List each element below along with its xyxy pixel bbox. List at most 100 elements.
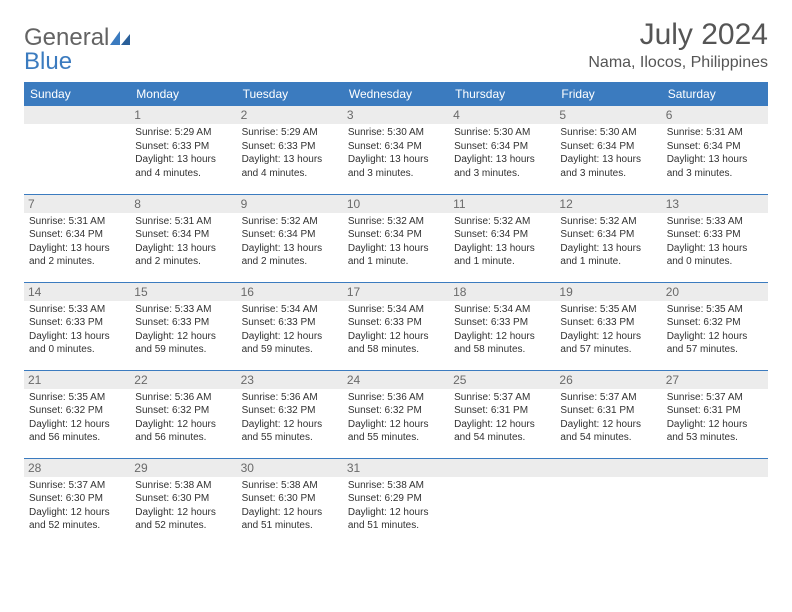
daylight-text: Daylight: 12 hours and 58 minutes.: [348, 330, 444, 357]
sunrise-text: Sunrise: 5:36 AM: [242, 391, 338, 405]
day-info: Sunrise: 5:31 AMSunset: 6:34 PMDaylight:…: [667, 126, 763, 180]
sunset-text: Sunset: 6:33 PM: [29, 316, 125, 330]
day-info: Sunrise: 5:33 AMSunset: 6:33 PMDaylight:…: [135, 303, 231, 357]
day-info: Sunrise: 5:38 AMSunset: 6:29 PMDaylight:…: [348, 479, 444, 533]
sunset-text: Sunset: 6:34 PM: [242, 228, 338, 242]
day-cell: 24Sunrise: 5:36 AMSunset: 6:32 PMDayligh…: [343, 370, 449, 458]
day-cell: 3 Sunrise: 5:30 AMSunset: 6:34 PMDaylight…: [343, 106, 449, 194]
sunset-text: Sunset: 6:32 PM: [348, 404, 444, 418]
day-info: Sunrise: 5:36 AMSunset: 6:32 PMDaylight:…: [348, 391, 444, 445]
weekday-saturday: Saturday: [662, 82, 768, 106]
sunset-text: Sunset: 6:31 PM: [560, 404, 656, 418]
sunset-text: Sunset: 6:31 PM: [454, 404, 550, 418]
sunset-text: Sunset: 6:32 PM: [135, 404, 231, 418]
month-title: July 2024: [588, 18, 768, 52]
sunrise-text: Sunrise: 5:32 AM: [348, 215, 444, 229]
day-number: 3: [343, 106, 449, 124]
day-cell: 23 Sunrise: 5:36 AMSunset: 6:32 PMDayligh…: [237, 370, 343, 458]
day-number: 22: [130, 371, 236, 389]
daylight-text: Daylight: 12 hours and 51 minutes.: [348, 506, 444, 533]
daylight-text: Daylight: 12 hours and 54 minutes.: [454, 418, 550, 445]
day-info: Sunrise: 5:32 AMSunset: 6:34 PMDaylight:…: [348, 215, 444, 269]
day-number: 31: [343, 459, 449, 477]
daylight-text: Daylight: 13 hours and 3 minutes.: [348, 153, 444, 180]
day-info: Sunrise: 5:36 AMSunset: 6:32 PMDaylight:…: [242, 391, 338, 445]
sunset-text: Sunset: 6:33 PM: [667, 228, 763, 242]
empty-cell: .: [662, 458, 768, 546]
sunrise-text: Sunrise: 5:33 AM: [135, 303, 231, 317]
day-info: Sunrise: 5:37 AMSunset: 6:31 PMDaylight:…: [454, 391, 550, 445]
day-number: 5: [555, 106, 661, 124]
calendar-page: GeneralBlue July 2024 Nama, Ilocos, Phil…: [0, 0, 792, 564]
sunrise-text: Sunrise: 5:34 AM: [454, 303, 550, 317]
weekday-row: SundayMondayTuesdayWednesdayThursdayFrid…: [24, 82, 768, 106]
week-row: .1Sunrise: 5:29 AMSunset: 6:33 PMDayligh…: [24, 106, 768, 194]
sunrise-text: Sunrise: 5:29 AM: [242, 126, 338, 140]
daylight-text: Daylight: 13 hours and 4 minutes.: [135, 153, 231, 180]
day-cell: 28Sunrise: 5:37 AMSunset: 6:30 PMDayligh…: [24, 458, 130, 546]
day-number: 23: [237, 371, 343, 389]
day-cell: 4Sunrise: 5:30 AMSunset: 6:34 PMDaylight…: [449, 106, 555, 194]
sunrise-text: Sunrise: 5:30 AM: [560, 126, 656, 140]
sunrise-text: Sunrise: 5:32 AM: [560, 215, 656, 229]
daylight-text: Daylight: 12 hours and 52 minutes.: [135, 506, 231, 533]
day-cell: 6 Sunrise: 5:31 AMSunset: 6:34 PMDaylight…: [662, 106, 768, 194]
day-number: 8: [130, 195, 236, 213]
sunrise-text: Sunrise: 5:35 AM: [560, 303, 656, 317]
day-number: 20: [662, 283, 768, 301]
sunrise-text: Sunrise: 5:37 AM: [454, 391, 550, 405]
sunrise-text: Sunrise: 5:36 AM: [348, 391, 444, 405]
day-cell: 9Sunrise: 5:32 AMSunset: 6:34 PMDaylight…: [237, 194, 343, 282]
day-cell: 13Sunrise: 5:33 AMSunset: 6:33 PMDayligh…: [662, 194, 768, 282]
day-info: Sunrise: 5:35 AMSunset: 6:32 PMDaylight:…: [29, 391, 125, 445]
day-number: 15: [130, 283, 236, 301]
week-row: 14Sunrise: 5:33 AMSunset: 6:33 PMDayligh…: [24, 282, 768, 370]
sunrise-text: Sunrise: 5:37 AM: [29, 479, 125, 493]
day-info: Sunrise: 5:37 AMSunset: 6:31 PMDaylight:…: [560, 391, 656, 445]
daylight-text: Daylight: 12 hours and 53 minutes.: [667, 418, 763, 445]
sunset-text: Sunset: 6:33 PM: [242, 316, 338, 330]
sunset-text: Sunset: 6:33 PM: [135, 316, 231, 330]
sunset-text: Sunset: 6:34 PM: [29, 228, 125, 242]
sunrise-text: Sunrise: 5:35 AM: [667, 303, 763, 317]
empty-cell: .: [449, 458, 555, 546]
daylight-text: Daylight: 12 hours and 54 minutes.: [560, 418, 656, 445]
day-number: .: [555, 459, 661, 477]
sunrise-text: Sunrise: 5:37 AM: [667, 391, 763, 405]
day-cell: 15 Sunrise: 5:33 AMSunset: 6:33 PMDayligh…: [130, 282, 236, 370]
day-info: Sunrise: 5:32 AMSunset: 6:34 PMDaylight:…: [560, 215, 656, 269]
day-cell: 2Sunrise: 5:29 AMSunset: 6:33 PMDaylight…: [237, 106, 343, 194]
day-cell: 25 Sunrise: 5:37 AMSunset: 6:31 PMDayligh…: [449, 370, 555, 458]
day-number: 25: [449, 371, 555, 389]
day-number: 16: [237, 283, 343, 301]
daylight-text: Daylight: 12 hours and 52 minutes.: [29, 506, 125, 533]
day-number: 28: [24, 459, 130, 477]
day-info: Sunrise: 5:34 AMSunset: 6:33 PMDaylight:…: [348, 303, 444, 357]
day-cell: 26Sunrise: 5:37 AMSunset: 6:31 PMDayligh…: [555, 370, 661, 458]
day-cell: 5Sunrise: 5:30 AMSunset: 6:34 PMDaylight…: [555, 106, 661, 194]
day-number: 18: [449, 283, 555, 301]
calendar-body: .1Sunrise: 5:29 AMSunset: 6:33 PMDayligh…: [24, 106, 768, 546]
day-number: 21: [24, 371, 130, 389]
logo: GeneralBlue: [24, 18, 130, 76]
sunrise-text: Sunrise: 5:31 AM: [29, 215, 125, 229]
sunset-text: Sunset: 6:33 PM: [348, 316, 444, 330]
day-info: Sunrise: 5:30 AMSunset: 6:34 PMDaylight:…: [454, 126, 550, 180]
daylight-text: Daylight: 12 hours and 56 minutes.: [135, 418, 231, 445]
day-info: Sunrise: 5:29 AMSunset: 6:33 PMDaylight:…: [242, 126, 338, 180]
day-cell: 22Sunrise: 5:36 AMSunset: 6:32 PMDayligh…: [130, 370, 236, 458]
daylight-text: Daylight: 13 hours and 3 minutes.: [667, 153, 763, 180]
sunset-text: Sunset: 6:33 PM: [454, 316, 550, 330]
day-number: 6: [662, 106, 768, 124]
day-info: Sunrise: 5:30 AMSunset: 6:34 PMDaylight:…: [348, 126, 444, 180]
day-number: 19: [555, 283, 661, 301]
empty-cell: .: [555, 458, 661, 546]
day-cell: 18Sunrise: 5:34 AMSunset: 6:33 PMDayligh…: [449, 282, 555, 370]
day-number: 7: [24, 195, 130, 213]
day-cell: 21 Sunrise: 5:35 AMSunset: 6:32 PMDayligh…: [24, 370, 130, 458]
day-cell: 14Sunrise: 5:33 AMSunset: 6:33 PMDayligh…: [24, 282, 130, 370]
sunrise-text: Sunrise: 5:38 AM: [348, 479, 444, 493]
day-cell: 31 Sunrise: 5:38 AMSunset: 6:29 PMDayligh…: [343, 458, 449, 546]
daylight-text: Daylight: 12 hours and 56 minutes.: [29, 418, 125, 445]
sunset-text: Sunset: 6:34 PM: [348, 140, 444, 154]
